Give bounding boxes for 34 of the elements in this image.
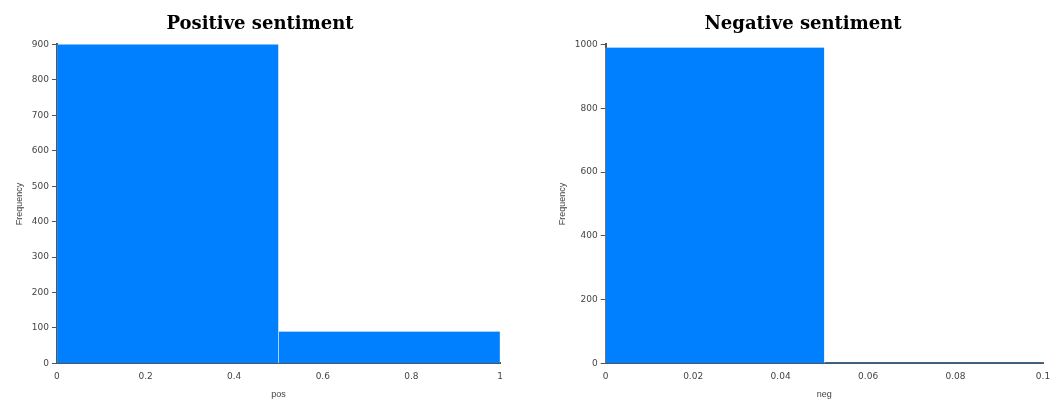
x-axis-title: neg [816, 389, 832, 400]
x-axis-title: pos [271, 389, 287, 400]
y-tick-label: 100 [31, 322, 50, 333]
x-tick-label: 0 [54, 371, 61, 382]
x-tick-label: 0.2 [138, 371, 153, 382]
x-tick-label: 0.1 [1035, 371, 1051, 382]
x-tick-label: 0.8 [404, 371, 419, 382]
y-tick-label: 400 [31, 215, 50, 226]
y-tick-label: 600 [580, 166, 598, 177]
x-tick-label: 0 [602, 371, 609, 382]
y-tick-label: 600 [31, 145, 50, 156]
x-tick-label: 0.04 [770, 371, 791, 382]
y-axis-title: Frequency [556, 182, 567, 226]
y-tick-label: 500 [31, 180, 50, 191]
y-tick-label: 700 [31, 109, 50, 120]
x-tick-label: 0.6 [315, 371, 331, 382]
y-tick-label: 200 [580, 293, 598, 304]
y-tick-label: 800 [580, 102, 598, 113]
y-tick-label: 0 [43, 357, 50, 368]
y-tick-label: 300 [31, 251, 50, 262]
y-tick-label: 200 [31, 286, 50, 297]
y-tick-label: 800 [31, 74, 50, 85]
x-tick-label: 1 [497, 371, 503, 382]
y-tick-label: 0 [591, 357, 598, 368]
x-tick-label: 0.08 [945, 371, 966, 382]
x-tick-label: 0.4 [227, 371, 242, 382]
x-tick-label: 0.02 [683, 371, 704, 382]
y-tick-label: 400 [580, 230, 598, 241]
y-tick-label: 1000 [574, 38, 598, 49]
y-tick-label: 900 [31, 38, 50, 49]
y-axis-title: Frequency [13, 182, 24, 226]
chart-title: Positive sentiment [165, 11, 355, 35]
chart-title: Negative sentiment [703, 11, 903, 35]
x-tick-label: 0.06 [858, 371, 879, 382]
